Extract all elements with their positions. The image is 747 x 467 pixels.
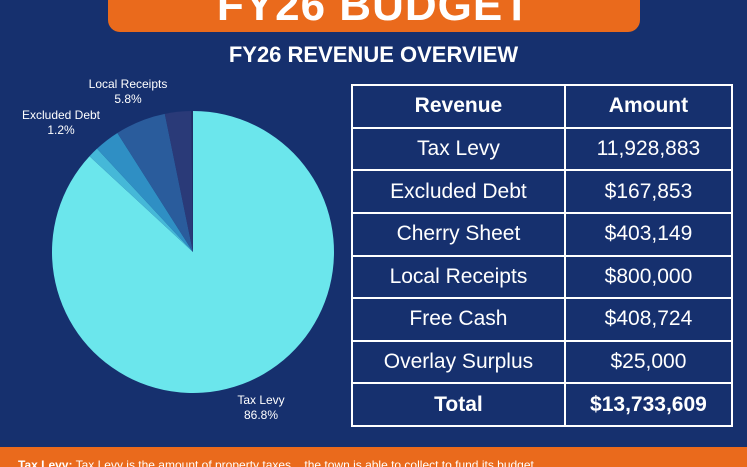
table-row: Overlay Surplus $25,000 [351, 339, 734, 385]
pie-label-name: Local Receipts [88, 77, 168, 91]
header-amount: Amount [563, 84, 734, 129]
pie-label-excluded-debt: Excluded Debt 1.2% [8, 108, 114, 138]
revenue-name-cell: Excluded Debt [351, 169, 566, 214]
revenue-name-cell: Local Receipts [351, 254, 566, 300]
table-total-row: Total $13,733,609 [351, 382, 734, 427]
amount-cell: $408,724 [563, 297, 734, 342]
table-row: Local Receipts $800,000 [351, 254, 734, 300]
title-banner: FY26 BUDGET [108, 0, 640, 32]
revenue-table: Revenue Amount Tax Levy 11,928,883 Exclu… [351, 84, 734, 427]
table-header-row: Revenue Amount [351, 84, 734, 129]
pie-slice-cherry-sheet [97, 132, 193, 252]
header-revenue: Revenue [351, 84, 566, 129]
pie-slice-overlay-surplus [191, 111, 193, 252]
amount-cell: $167,853 [563, 169, 734, 214]
pie-label-percent: 1.2% [47, 123, 75, 137]
amount-cell: $25,000 [563, 339, 734, 385]
pie-slice-excluded-debt [89, 148, 193, 252]
total-amount-cell: $13,733,609 [563, 382, 734, 427]
pie-label-local-receipts: Local Receipts 5.8% [76, 77, 180, 107]
table-row: Excluded Debt $167,853 [351, 169, 734, 214]
amount-cell: $800,000 [563, 254, 734, 300]
revenue-name-cell: Overlay Surplus [351, 339, 566, 385]
pie-label-tax-levy: Tax Levy 86.8% [216, 393, 306, 423]
revenue-name-cell: Cherry Sheet [351, 211, 566, 257]
amount-cell: $403,149 [563, 211, 734, 257]
amount-cell: 11,928,883 [563, 126, 734, 172]
pie-label-name: Tax Levy [237, 393, 285, 407]
table-row: Free Cash $408,724 [351, 297, 734, 342]
pie-chart [51, 111, 335, 393]
table-row: Cherry Sheet $403,149 [351, 211, 734, 257]
pie-label-percent: 5.8% [114, 92, 142, 106]
revenue-name-cell: Tax Levy [351, 126, 566, 172]
footer-bar: Tax Levy: Tax Levy is the amount of prop… [0, 447, 747, 467]
chart-title: FY26 REVENUE OVERVIEW [228, 42, 519, 67]
revenue-name-cell: Free Cash [351, 297, 566, 342]
pie-label-percent: 86.8% [243, 408, 279, 422]
banner-title: FY26 BUDGET [216, 0, 532, 30]
pie-slice-local-receipts [117, 113, 193, 253]
footer-note: Tax Levy: Tax Levy is the amount of prop… [18, 458, 534, 467]
table-row: Tax Levy 11,928,883 [351, 126, 734, 172]
footer-text: Tax Levy is the amount of property taxes… [75, 458, 534, 467]
pie-label-name: Excluded Debt [21, 108, 101, 122]
pie-slice-free-cash [164, 111, 193, 252]
total-label-cell: Total [351, 382, 566, 427]
footer-label: Tax Levy: [18, 458, 73, 467]
